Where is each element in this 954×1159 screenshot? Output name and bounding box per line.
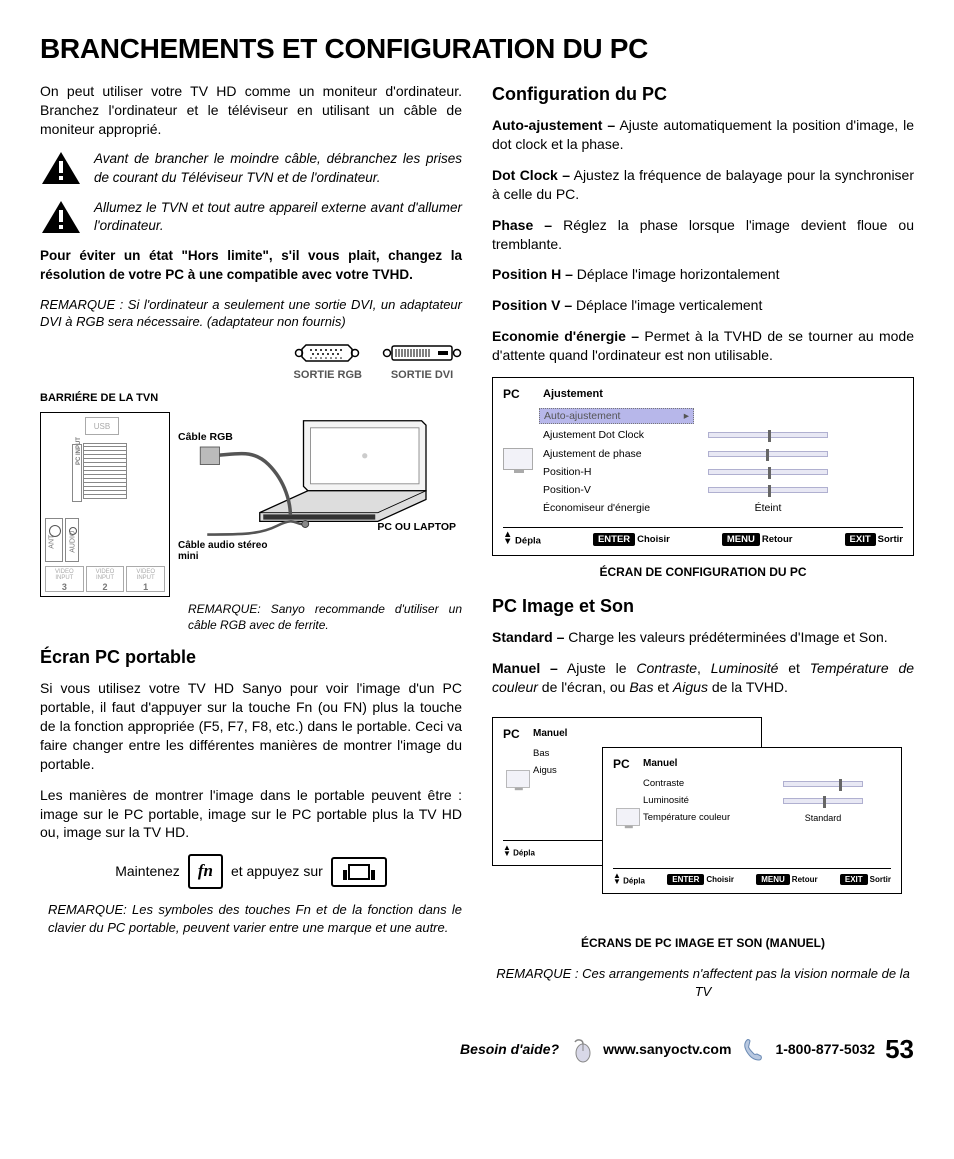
sortie-dvi-label: SORTIE DVI (382, 368, 462, 383)
laptop-diagram: Câble RGB (180, 412, 462, 557)
help-label: Besoin d'aide? (460, 1040, 559, 1059)
barriere-label: BARRIÉRE DE LA TVN (40, 392, 158, 404)
footer-url: www.sanyoctv.com (603, 1040, 731, 1059)
dvi-port-icon (382, 343, 462, 363)
menu-item: Position-H (543, 463, 903, 481)
menu-item: Température couleurStandard (643, 810, 891, 827)
pc-config-menu-diagram: PC Ajustement Auto-ajustementAjustement … (492, 377, 914, 556)
warning-2: Allumez le TVN et tout autre appareil ex… (40, 199, 462, 235)
cable-rgb-label: Câble RGB (178, 430, 233, 444)
menu-item: Position-V (543, 481, 903, 499)
menu-footer: ▲▼ Dépla ENTERChoisir MENURetour EXITSor… (503, 527, 903, 548)
vga-port-icon (294, 343, 360, 363)
ferrite-note: REMARQUE: Sanyo recommande d'utiliser un… (188, 601, 462, 633)
config-pc-heading: Configuration du PC (492, 82, 914, 106)
menu-header: Ajustement (543, 387, 603, 402)
pc-laptop-label: PC OU LAPTOP (377, 520, 456, 534)
economie-def: Economie d'énergie – Permet à la TVHD de… (492, 327, 914, 365)
fn-key-icon: fn (188, 854, 223, 889)
warning-1: Avant de brancher le moindre câble, débr… (40, 150, 462, 186)
menu-item: Ajustement Dot Clock (543, 426, 903, 444)
phone-icon (741, 1037, 765, 1063)
menu-tv-icon (616, 808, 640, 826)
position-v-def: Position V – Déplace l'image verticaleme… (492, 296, 914, 315)
left-column: On peut utiliser votre TV HD comme un mo… (40, 82, 462, 1012)
dvi-note: REMARQUE : Si l'ordinateur a seulement u… (40, 296, 462, 331)
menu1-caption: ÉCRAN DE CONFIGURATION DU PC (492, 564, 914, 580)
warning-triangle-icon (40, 150, 82, 186)
menu-item: Économiseur d'énergieÉteint (543, 499, 903, 517)
menu-tv-icon (503, 448, 533, 470)
menu-item: Ajustement de phase (543, 445, 903, 463)
ecran-p1: Si vous utilisez votre TV HD Sanyo pour … (40, 679, 462, 773)
warning-1-text: Avant de brancher le moindre câble, débr… (94, 150, 462, 186)
auto-ajustement-def: Auto-ajustement – Ajuste automatiquement… (492, 116, 914, 154)
ecran-pc-portable-heading: Écran PC portable (40, 645, 462, 669)
cable-audio-label: Câble audio stéreo mini (178, 540, 268, 562)
manuel-def: Manuel – Ajuste le Contraste, Luminosité… (492, 659, 914, 697)
page-title: BRANCHEMENTS ET CONFIGURATION DU PC (40, 30, 914, 68)
phase-def: Phase – Réglez la phase lorsque l'image … (492, 216, 914, 254)
menu-tv-icon (506, 770, 530, 788)
fn-key-instruction: Maintenez fn et appuyez sur (40, 854, 462, 889)
pc-image-son-menus: PC Manuel BasAigus ▲▼ Dépla ENTERChoisir… (492, 709, 914, 929)
sortie-rgb-label: SORTIE RGB (294, 368, 362, 383)
menu-item: Contraste (643, 776, 891, 793)
menu-item: Luminosité (643, 793, 891, 810)
menu-image-diagram: PC Manuel ContrasteLuminositéTempérature… (602, 747, 902, 895)
final-note: REMARQUE : Ces arrangements n'affectent … (492, 965, 914, 1000)
position-h-def: Position H – Déplace l'image horizontale… (492, 265, 914, 284)
page-footer: Besoin d'aide? www.sanyoctv.com 1-800-87… (40, 1032, 914, 1067)
menu-pc-label: PC (503, 386, 543, 402)
et-appuyez-text: et appuyez sur (231, 862, 323, 881)
tvn-back-panel-diagram: USB PC INPUT ANT AUDIO VIDEOINPUT3 VIDEO… (40, 412, 170, 597)
mouse-icon (569, 1037, 593, 1063)
page-number: 53 (885, 1032, 914, 1067)
fn-note: REMARQUE: Les symboles des touches Fn et… (48, 901, 462, 936)
resolution-note: Pour éviter un état "Hors limite", s'il … (40, 247, 462, 283)
ecran-p2: Les manières de montrer l'image dans le … (40, 786, 462, 843)
warning-triangle-icon (40, 199, 82, 235)
footer-phone: 1-800-877-5032 (775, 1040, 875, 1059)
menu2-caption: ÉCRANS DE PC IMAGE ET SON (MANUEL) (492, 935, 914, 951)
intro-text: On peut utiliser votre TV HD comme un mo… (40, 82, 462, 139)
pc-image-son-heading: PC Image et Son (492, 594, 914, 618)
standard-def: Standard – Charge les valeurs prédétermi… (492, 628, 914, 647)
connection-diagram: SORTIE RGB SORTIE DVI BARRIÉRE DE LA TVN (40, 343, 462, 633)
right-column: Configuration du PC Auto-ajustement – Aj… (492, 82, 914, 1012)
maintenez-text: Maintenez (115, 862, 180, 881)
warning-2-text: Allumez le TVN et tout autre appareil ex… (94, 199, 462, 235)
dot-clock-def: Dot Clock – Ajustez la fréquence de bala… (492, 166, 914, 204)
menu-item: Auto-ajustement (543, 406, 903, 426)
display-toggle-key-icon (331, 857, 387, 887)
